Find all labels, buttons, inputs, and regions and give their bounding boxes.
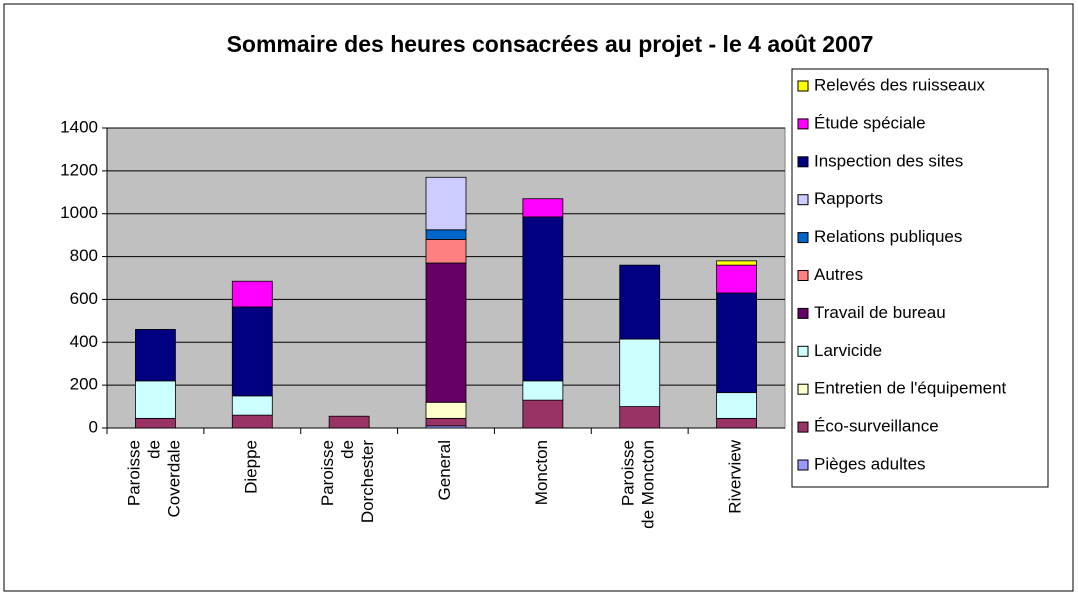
- x-tick-label: Riverview: [726, 439, 745, 513]
- legend-label: Inspection des sites: [814, 151, 963, 170]
- x-tick-label: Moncton: [532, 440, 551, 505]
- bar-segment: [716, 417, 757, 429]
- legend-label: Relevés des ruisseaux: [814, 75, 986, 94]
- legend-swatch: [797, 118, 809, 130]
- legend-swatch: [797, 421, 809, 433]
- legend-swatch: [797, 232, 809, 244]
- legend-swatch: [797, 383, 809, 395]
- legend-label: Larvicide: [814, 341, 882, 360]
- bar-segment: [716, 292, 757, 394]
- legend-swatch: [797, 156, 809, 168]
- y-tick-label: 1400: [60, 117, 98, 136]
- chart-title: Sommaire des heures consacrées au projet…: [227, 31, 874, 57]
- legend-swatch: [797, 80, 809, 92]
- legend-swatch: [797, 307, 809, 319]
- legend-swatch: [797, 270, 809, 281]
- bar-segment: [522, 399, 564, 429]
- bar-segment: [231, 306, 273, 397]
- bar-segment: [231, 395, 273, 416]
- bar-segment: [231, 280, 273, 308]
- bar-segment: [619, 264, 661, 340]
- y-tick-label: 600: [70, 289, 98, 308]
- bar-segment: [522, 216, 564, 382]
- y-tick-label: 0: [89, 417, 98, 436]
- bar-segment: [425, 401, 467, 419]
- bar-segment: [135, 417, 176, 429]
- bar-segment: [135, 329, 176, 382]
- legend: [791, 68, 1049, 488]
- bar-segment: [716, 264, 757, 294]
- x-tick-label: ParoissedeDorchester: [319, 440, 378, 523]
- bar-segment: [425, 262, 467, 403]
- legend-label: Rapports: [814, 189, 883, 208]
- legend-swatch: [797, 459, 809, 471]
- bar-segment: [716, 392, 757, 419]
- y-tick-label: 200: [70, 375, 98, 394]
- x-tick-label: Dieppe: [242, 440, 261, 494]
- x-tick-label: Paroissede Moncton: [619, 440, 658, 529]
- y-tick-label: 1000: [60, 203, 98, 222]
- legend-label: Éco-surveillance: [814, 417, 939, 436]
- bar-segment: [522, 380, 564, 401]
- y-tick-label: 400: [70, 332, 98, 351]
- bar-segment: [135, 380, 176, 419]
- bar-segment: [619, 338, 661, 407]
- bar-segment: [522, 198, 564, 218]
- bar-segment: [425, 417, 467, 427]
- legend-swatch: [797, 194, 809, 206]
- bar-segment: [328, 415, 370, 429]
- bar-segment: [425, 239, 467, 264]
- x-tick-label: General: [435, 440, 454, 500]
- legend-label: Entretien de l'équipement: [814, 379, 1007, 398]
- legend-label: Autres: [814, 265, 863, 284]
- bar-segment: [716, 260, 757, 266]
- y-tick-label: 800: [70, 246, 98, 265]
- y-tick-label: 1200: [60, 160, 98, 179]
- bar-segment: [425, 229, 467, 240]
- legend-label: Travail de bureau: [814, 303, 946, 322]
- legend-label: Relations publiques: [814, 227, 962, 246]
- bar-segment: [619, 406, 661, 429]
- legend-label: Pièges adultes: [814, 454, 926, 473]
- x-tick-label: ParoissedeCoverdale: [125, 440, 184, 518]
- bar-segment: [425, 176, 467, 231]
- legend-swatch: [797, 345, 809, 357]
- bar-segment: [231, 414, 273, 429]
- legend-label: Étude spéciale: [814, 113, 926, 132]
